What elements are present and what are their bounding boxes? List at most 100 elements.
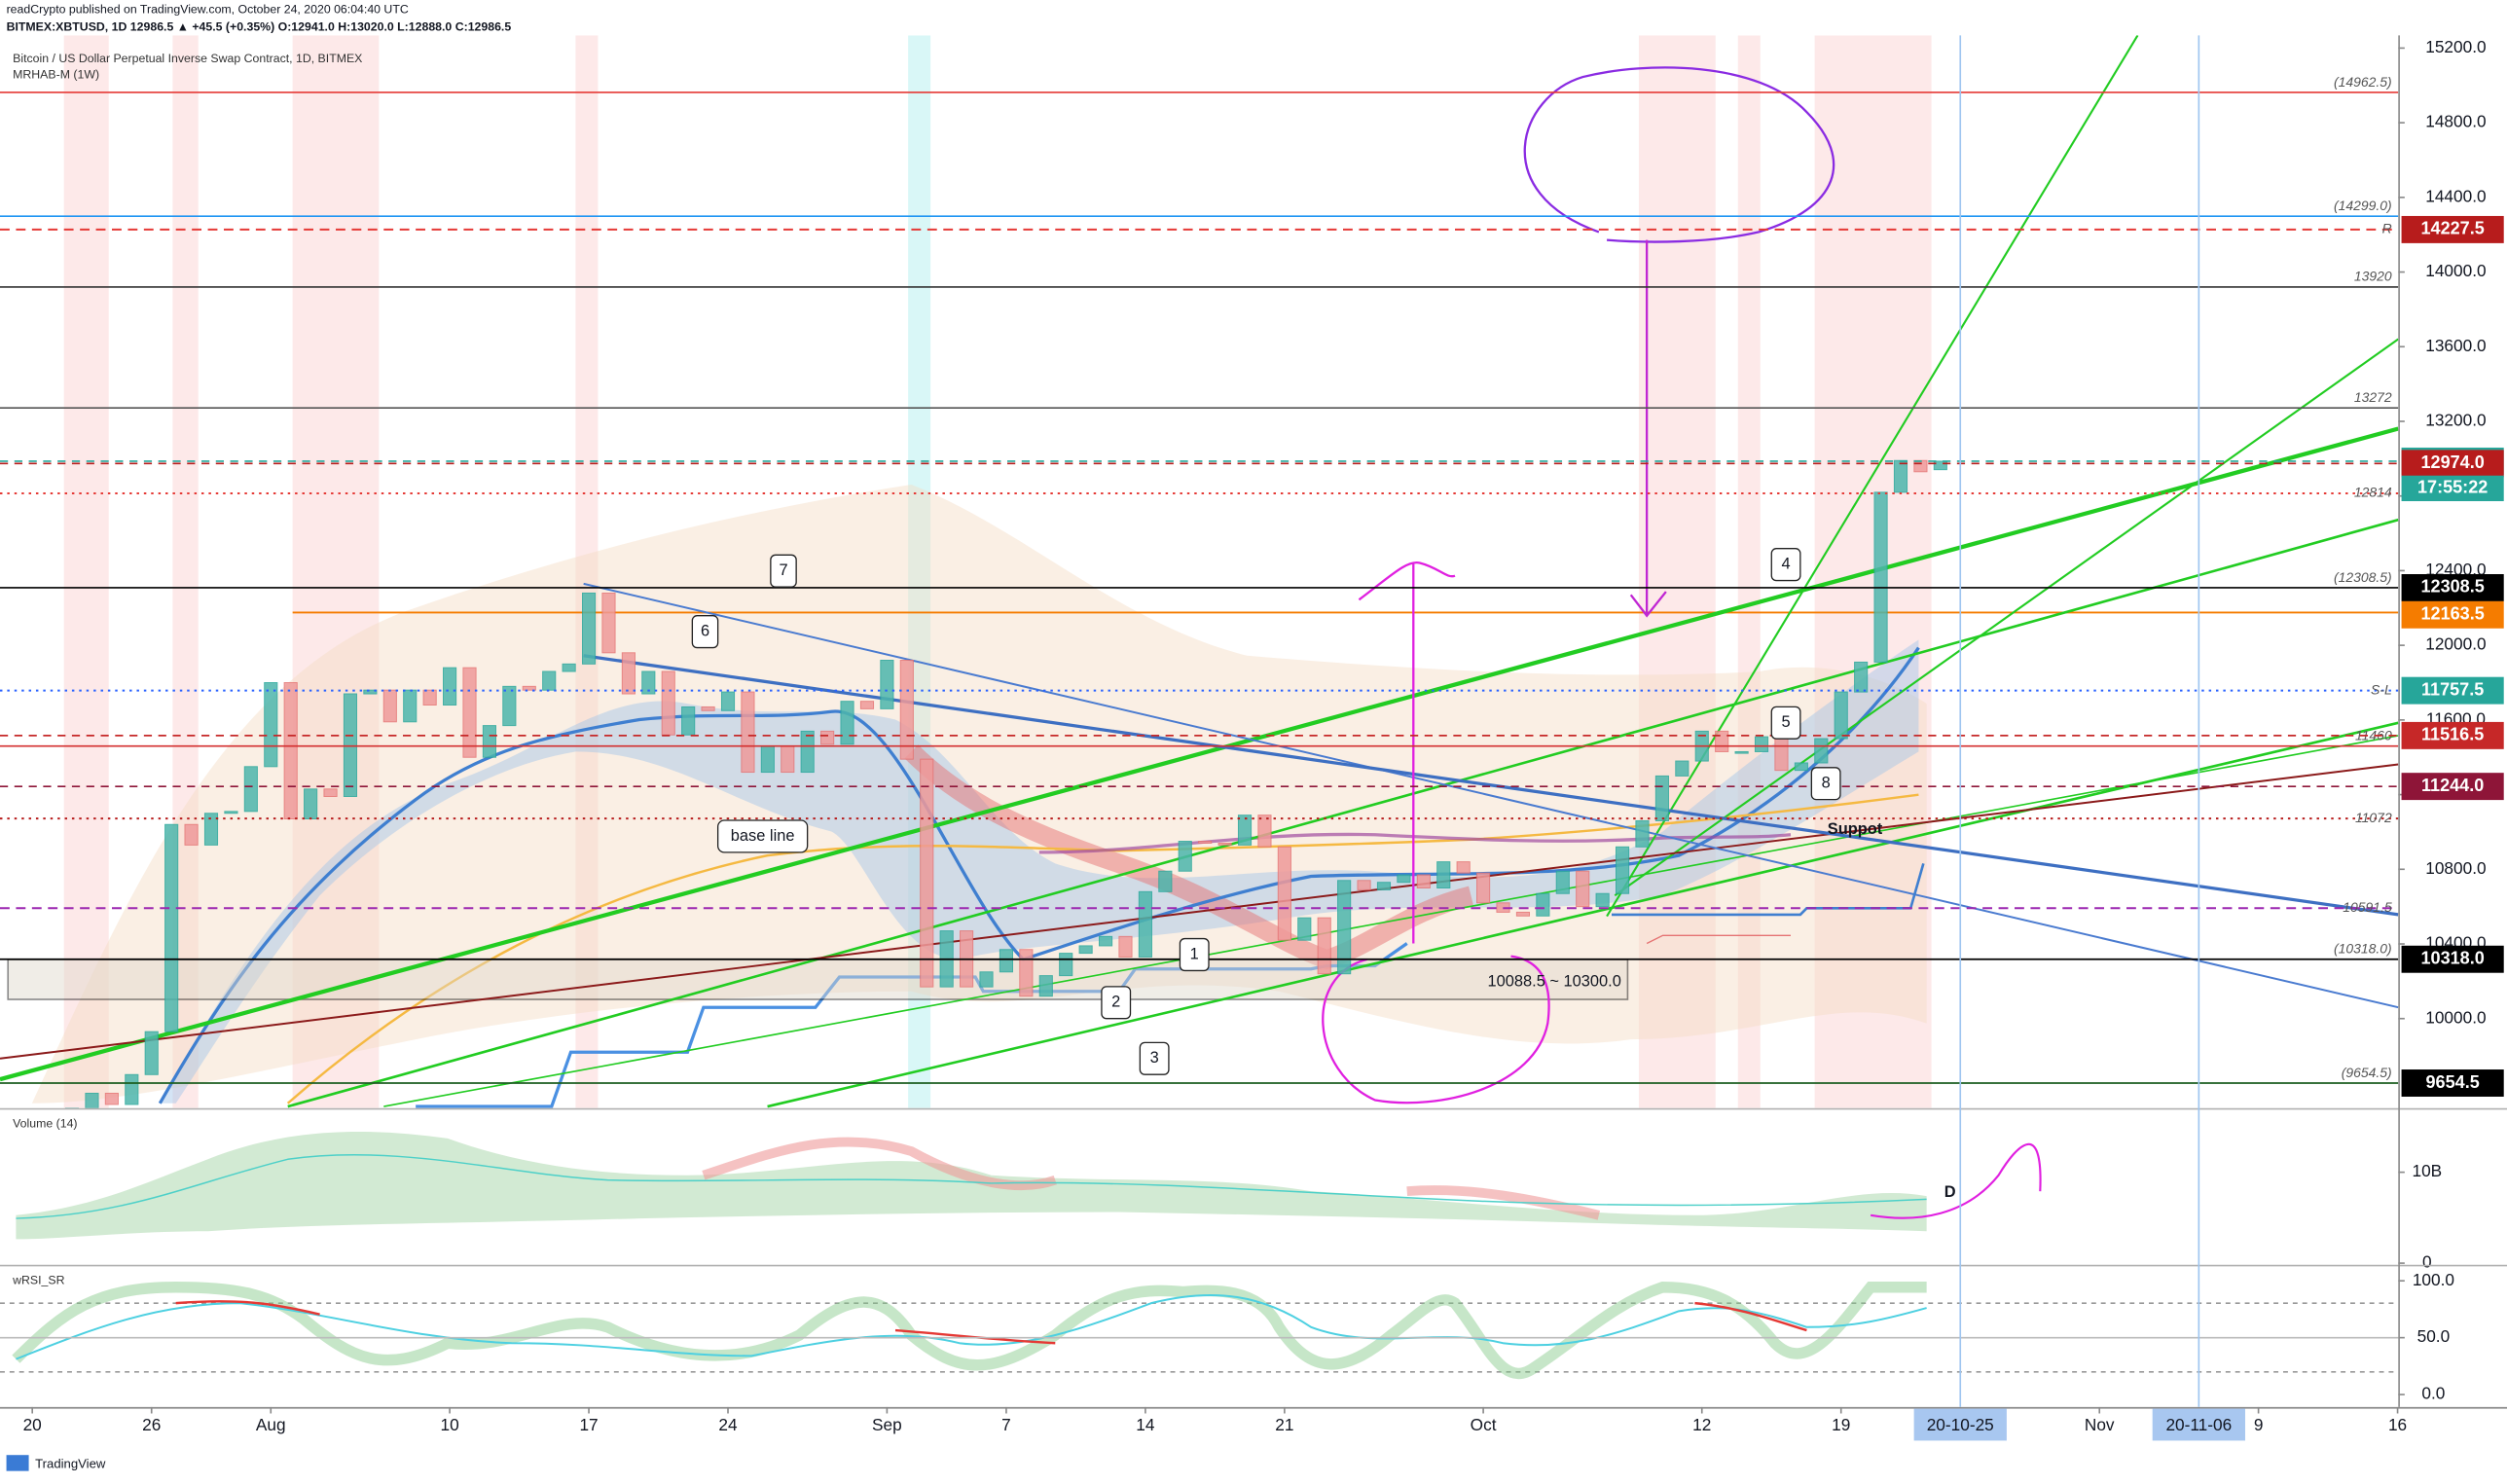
annotation: 4: [1782, 555, 1791, 572]
y-tick-label: 100.0: [2413, 1270, 2454, 1289]
candle-body: [1615, 846, 1630, 894]
x-tick-label: 26: [142, 1415, 161, 1434]
level-label: (9654.5): [2342, 1065, 2392, 1080]
candle-body: [1774, 736, 1789, 772]
annotation: D: [1944, 1183, 1956, 1201]
candle-body: [1158, 870, 1173, 892]
candle-body: [363, 689, 378, 695]
trend-lines: [0, 35, 2399, 1108]
range-box: [7, 959, 1629, 1000]
candle-body: [1098, 935, 1113, 947]
annotation: Suppot: [1828, 820, 1883, 838]
y-tick-label: 0.0: [2421, 1384, 2445, 1403]
annotation: 7: [779, 561, 787, 579]
candle-body: [1297, 917, 1312, 941]
rsi-line: [16, 1293, 1927, 1360]
candle-body: [840, 701, 854, 745]
x-tick-label: 24: [718, 1415, 738, 1434]
candle-body: [1257, 814, 1272, 848]
red-step: [1646, 934, 1791, 945]
candle-body: [681, 706, 696, 736]
y-tick-label: 14800.0: [2425, 112, 2486, 131]
x-tick-label: 10: [440, 1415, 458, 1434]
candle-body: [741, 691, 755, 774]
candle-body: [482, 725, 496, 758]
countdown: 17:55:22: [2417, 478, 2488, 497]
candle-body: [203, 813, 219, 846]
circle-drawing: [1523, 66, 1835, 243]
y-tick-label: 50.0: [2417, 1326, 2451, 1346]
candle-body: [144, 1031, 159, 1075]
level-label: 13272: [2354, 389, 2392, 405]
volume-label: Volume (14): [13, 1116, 77, 1130]
price-tag-label: 9654.5: [2426, 1072, 2480, 1092]
candle-body: [1654, 775, 1669, 821]
candle-body: [1198, 841, 1213, 844]
level-label: (10318.0): [2334, 941, 2392, 957]
price-tag: [2401, 945, 2504, 973]
candle-body: [224, 811, 238, 814]
candle-body: [243, 766, 258, 813]
level-label: 10591.5: [2343, 899, 2392, 915]
candle-body: [422, 689, 437, 706]
candle-body: [1854, 661, 1869, 693]
price-tag-label: 11757.5: [2421, 679, 2484, 699]
candle-body: [1416, 874, 1431, 888]
candle-body: [1078, 945, 1093, 955]
candle-body: [920, 758, 934, 988]
price-tag-label: 11244.0: [2421, 776, 2484, 795]
y-tick-label: 13200.0: [2425, 411, 2486, 430]
candle-body: [1555, 870, 1570, 894]
candle-body: [1337, 880, 1352, 975]
candle-body: [562, 663, 576, 672]
rsi-axis: 100.0 50.0 0.0: [0, 1270, 2454, 1403]
rsi-label: wRSI_SR: [12, 1273, 64, 1286]
candle-body: [382, 689, 397, 723]
y-tick-label: 14000.0: [2425, 261, 2486, 280]
annotation: 6: [701, 622, 709, 639]
candle-body: [800, 730, 815, 774]
x-tick-label: 21: [1275, 1415, 1293, 1434]
candle-body: [164, 823, 179, 1032]
candle-body: [1357, 880, 1371, 890]
candle-body: [85, 1092, 99, 1108]
date-tag: [2152, 1408, 2245, 1441]
x-tick-label: 20: [23, 1415, 42, 1434]
candle-body: [1059, 953, 1073, 977]
candle-body: [1933, 460, 1947, 471]
level-label: 13920: [2354, 269, 2392, 284]
level-label: S-L: [2371, 681, 2392, 697]
y-tick-label: 12400.0: [2425, 560, 2486, 579]
candle-body: [1476, 872, 1491, 904]
candle-body: [1038, 975, 1053, 997]
price-tag: [2401, 450, 2504, 478]
y-tick-label: 13600.0: [2425, 336, 2486, 355]
candle-body: [1754, 736, 1769, 752]
callout-box: [1770, 706, 1801, 740]
candle-body: [1118, 935, 1133, 958]
candle-body: [621, 652, 636, 695]
y-tick-label: 10B: [2413, 1161, 2443, 1180]
candle-body: [104, 1092, 119, 1105]
x-tick-label: 20-10-25: [1927, 1415, 1994, 1434]
price-tag: [2401, 1069, 2504, 1097]
candle-body: [1397, 874, 1411, 884]
footer: TradingView: [35, 1457, 106, 1471]
candle-body: [1019, 949, 1034, 997]
level-label: 11460: [2355, 728, 2392, 743]
candle-body: [1436, 861, 1451, 888]
candle-body: [1834, 691, 1848, 740]
circle-drawing: [1322, 955, 1550, 1104]
annotations: 7 6 4 5 8 1 2 3 base line 10088.5 ~ 1030…: [691, 548, 1956, 1201]
callout-box: [1101, 986, 1132, 1020]
red-trend: [0, 763, 2399, 1060]
candle-body: [1376, 882, 1392, 890]
candle-body: [859, 701, 875, 709]
candle-body: [601, 592, 616, 654]
symbol-line: BITMEX:XBTUSD, 1D 12986.5 ▲ +45.5 (+0.35…: [7, 19, 512, 33]
price-tag: [2401, 721, 2504, 749]
annotation: 5: [1782, 713, 1791, 731]
candle-body: [1317, 917, 1331, 975]
candle-body: [1635, 819, 1650, 848]
